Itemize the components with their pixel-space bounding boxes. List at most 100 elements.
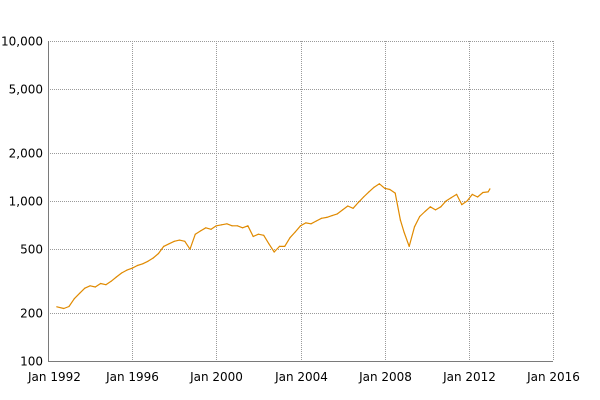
- data-point: [482, 191, 484, 194]
- data-point: [173, 240, 175, 242]
- data-point: [200, 230, 202, 232]
- data-point: [242, 227, 244, 229]
- y-tick-label: 2,000: [9, 147, 43, 161]
- data-point: [389, 188, 391, 191]
- data-point: [215, 225, 217, 227]
- data-point: [434, 209, 437, 211]
- data-point: [178, 239, 181, 241]
- x-tick-label: Jan 2012: [442, 370, 496, 384]
- data-point: [331, 215, 333, 217]
- series-layer: [56, 183, 491, 310]
- data-point: [394, 192, 396, 194]
- data-point: [461, 204, 463, 206]
- data-point: [263, 234, 265, 236]
- x-tick-label: Jan 2008: [358, 370, 412, 384]
- data-point: [352, 207, 354, 209]
- data-point: [189, 248, 191, 250]
- x-tick-label: Jan 2016: [526, 370, 580, 384]
- data-point: [79, 292, 81, 294]
- data-point: [205, 227, 207, 229]
- data-point: [445, 200, 447, 202]
- data-point: [247, 225, 249, 227]
- data-point: [315, 220, 317, 222]
- x-tick-label: Jan 2000: [189, 370, 243, 384]
- data-point: [257, 233, 259, 235]
- data-point: [236, 225, 238, 227]
- data-point: [268, 243, 270, 245]
- grid: [48, 41, 554, 362]
- data-point: [450, 197, 452, 199]
- data-point: [226, 223, 228, 225]
- data-point: [305, 222, 307, 224]
- data-point: [252, 235, 254, 238]
- data-point: [147, 260, 149, 262]
- data-point: [489, 188, 491, 190]
- data-point: [326, 216, 328, 218]
- data-point: [408, 245, 410, 247]
- axes: [48, 41, 553, 362]
- data-point: [163, 245, 165, 247]
- data-point: [56, 306, 58, 308]
- data-point: [403, 231, 405, 233]
- data-point: [89, 285, 91, 287]
- data-point: [194, 233, 196, 235]
- data-point: [347, 205, 349, 207]
- data-point: [121, 272, 123, 274]
- data-point: [477, 196, 479, 198]
- y-tick-label: 500: [20, 243, 43, 257]
- data-point: [299, 225, 302, 227]
- data-point: [378, 183, 380, 185]
- data-point: [320, 217, 323, 219]
- data-point: [94, 286, 96, 288]
- data-point: [342, 209, 344, 211]
- x-tick-label: Jan 2004: [274, 370, 328, 384]
- data-point: [373, 186, 375, 188]
- data-point: [115, 276, 117, 278]
- data-point: [294, 231, 296, 233]
- data-point: [363, 196, 365, 198]
- y-tick-label: 5,000: [9, 83, 43, 97]
- data-point: [84, 287, 86, 289]
- y-tick-label: 200: [20, 307, 43, 321]
- data-point: [471, 193, 473, 195]
- data-point: [440, 206, 442, 208]
- data-point: [100, 282, 102, 285]
- data-point: [413, 226, 416, 228]
- data-point: [136, 264, 138, 267]
- data-point: [152, 257, 154, 259]
- data-point: [419, 215, 421, 218]
- data-point: [466, 200, 468, 202]
- data-point: [273, 251, 275, 253]
- data-point: [221, 224, 223, 226]
- data-point: [131, 267, 133, 269]
- data-point: [289, 237, 291, 239]
- x-tick-label: Jan 1996: [105, 370, 159, 384]
- data-point: [110, 280, 112, 282]
- data-point: [284, 245, 286, 247]
- data-point: [231, 225, 233, 227]
- data-point: [456, 193, 458, 195]
- data-point: [384, 187, 386, 189]
- data-point: [157, 252, 160, 255]
- tick-labels: 100 200 500 1,000 2,000 5,000 10,000 Jan 1992 Ja…: [1, 35, 580, 385]
- data-point: [105, 284, 107, 286]
- data-point: [210, 228, 212, 230]
- data-point: [278, 245, 281, 247]
- data-point: [429, 206, 431, 208]
- data-point: [68, 305, 70, 308]
- data-point: [336, 213, 338, 215]
- data-point: [368, 191, 370, 193]
- y-tick-label: 100: [20, 355, 43, 369]
- y-tick-label: 10,000: [1, 35, 43, 49]
- data-point: [310, 223, 312, 225]
- data-point: [73, 298, 75, 300]
- data-point: [487, 191, 489, 193]
- data-point: [168, 243, 170, 245]
- data-point: [399, 219, 401, 221]
- data-point: [357, 201, 359, 203]
- data-point: [184, 240, 186, 242]
- data-point: [142, 263, 144, 265]
- data-point: [126, 269, 128, 271]
- y-tick-label: 1,000: [9, 195, 43, 209]
